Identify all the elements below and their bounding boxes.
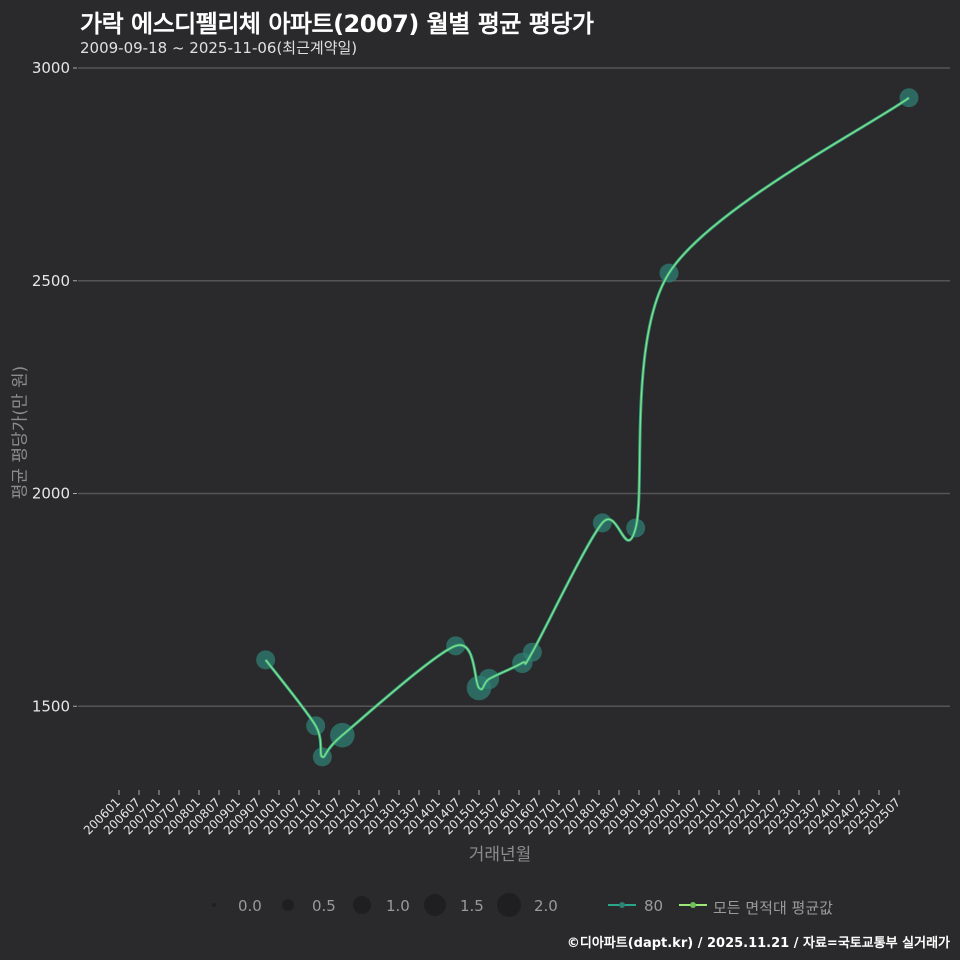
size-legend-4: 2.0	[534, 897, 558, 915]
legend: 0.0 0.5 1.0 1.5 2.0 80 모든 면적대 평균값	[0, 893, 960, 923]
legend-symbols	[212, 893, 707, 917]
size-legend-2: 1.0	[386, 897, 410, 915]
legend-average: 모든 면적대 평균값	[713, 899, 833, 917]
legend-series-80: 80	[644, 897, 664, 915]
data-point	[899, 88, 919, 108]
x-axis-label: 거래년월	[468, 845, 532, 865]
chart-subtitle: 2009-09-18 ~ 2025-11-06(최근계약일)	[80, 39, 358, 57]
chart-title: 가락 에스디펠리체 아파트(2007) 월별 평균 평당가	[80, 10, 594, 38]
size-legend-3: 1.5	[460, 897, 484, 915]
y-tick-label: 2500	[32, 272, 70, 290]
y-tick-label: 2000	[32, 485, 70, 503]
source-footer: ©디아파트(dapt.kr) / 2025.11.21 / 자료=국토교통부 실…	[566, 936, 950, 951]
size-legend-1: 0.5	[312, 897, 336, 915]
plot-area: 1500200025003000200601200607200701200707…	[32, 59, 950, 838]
y-tick-label: 3000	[32, 59, 70, 77]
size-legend-0: 0.0	[238, 897, 262, 915]
series-80-line	[264, 96, 910, 759]
y-tick-label: 1500	[32, 697, 70, 715]
average-line	[265, 97, 910, 758]
